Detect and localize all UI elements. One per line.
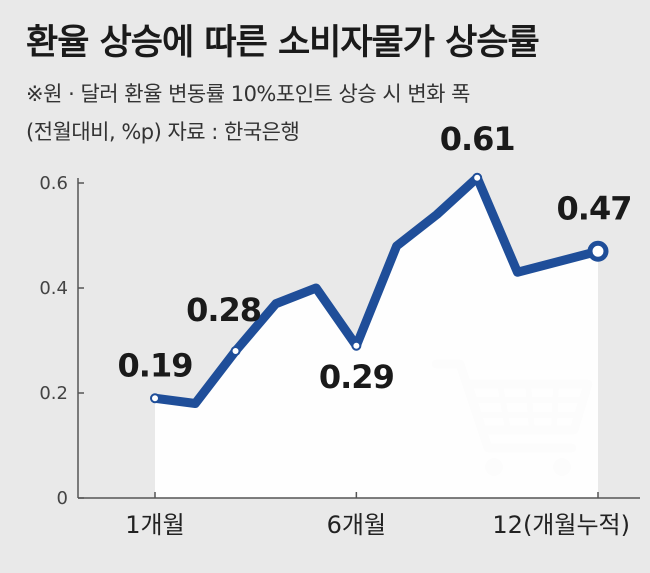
chart-subtitle: ※원 · 달러 환율 변동률 10%포인트 상승 시 변화 폭 — [26, 82, 470, 106]
series-area — [155, 177, 598, 498]
x-tick-label: 1개월 — [125, 511, 184, 539]
y-tick-label: 0 — [57, 488, 68, 509]
y-tick-label: 0.2 — [39, 383, 68, 404]
data-label: 0.61 — [440, 120, 515, 158]
y-tick-label: 0.6 — [39, 173, 68, 194]
y-tick-label: 0.4 — [39, 278, 68, 299]
x-tick-label: 6개월 — [327, 511, 386, 539]
data-label: 0.28 — [186, 291, 261, 329]
data-point — [472, 172, 483, 183]
chart-title: 환율 상승에 따른 소비자물가 상승률 — [26, 23, 540, 63]
data-label: 0.47 — [557, 189, 632, 227]
data-labels: 0.19 0.28 0.29 0.61 0.47 — [118, 120, 633, 396]
data-point — [230, 346, 241, 356]
axes: 0 0.2 0.4 0.6 1개월 6개월 12(개월누적) — [39, 173, 640, 539]
data-point — [150, 393, 160, 404]
series-line — [150, 173, 603, 408]
data-label: 0.19 — [118, 346, 193, 384]
data-label: 0.29 — [319, 358, 394, 396]
chart-note: (전월대비, %p) 자료 : 한국은행 — [26, 120, 300, 144]
data-point — [351, 340, 362, 351]
data-points — [150, 172, 609, 404]
x-tick-label: 12(개월누적) — [492, 511, 630, 539]
data-point — [587, 240, 609, 262]
